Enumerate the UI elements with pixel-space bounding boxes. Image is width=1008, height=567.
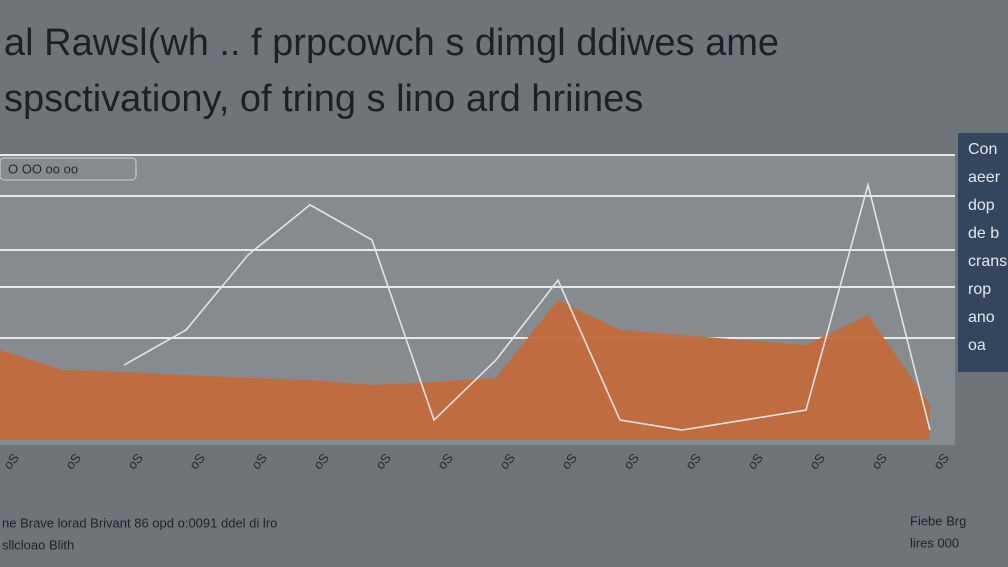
side-panel-text: rop	[968, 281, 991, 298]
line	[123, 181, 931, 431]
side-panel-text: dop	[968, 197, 995, 214]
legend-box	[0, 157, 137, 181]
area	[0, 300, 930, 440]
side-panel-text: oa	[968, 337, 986, 354]
side-panel-text: Con	[968, 141, 997, 158]
footnote: ne Brave lorad Brivant 86 opd o:0091 dde…	[2, 515, 277, 530]
side-panel-text: ano	[968, 309, 995, 326]
source: lires 000	[910, 535, 959, 550]
title-line: spsctivationy, of tring s lino ard hriin…	[4, 78, 643, 120]
side-panel-text: crans	[968, 253, 1007, 270]
side-panel-text: de b	[968, 225, 999, 242]
source: Fiebe Brg	[910, 513, 966, 528]
legend-label: O OO oo oo	[8, 161, 78, 176]
marks	[0, 181, 931, 440]
footnote: sllcloao Blith	[2, 537, 74, 552]
side-panel-text: aeer	[968, 169, 1001, 186]
title-line: al Rawsl(wh .. f prpcowch s dimgl ddiwes…	[4, 22, 779, 64]
side-panel	[958, 133, 1008, 372]
grid	[0, 154, 955, 339]
